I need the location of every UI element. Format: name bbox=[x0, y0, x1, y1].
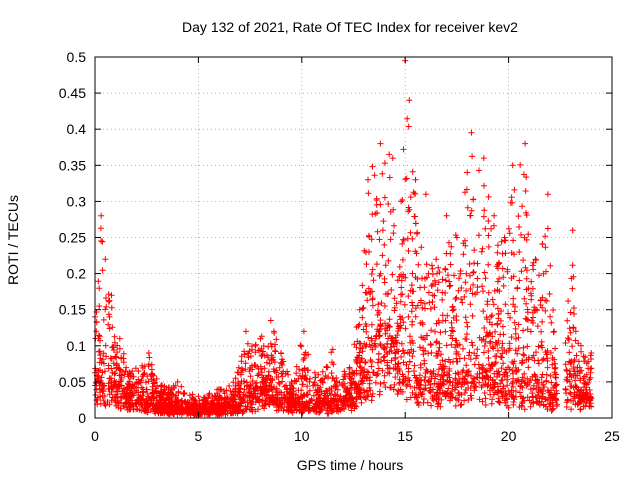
y-tick-label: 0.25 bbox=[59, 230, 86, 246]
y-tick-label: 0.45 bbox=[59, 85, 86, 101]
y-tick-label: 0.1 bbox=[67, 338, 87, 354]
y-tick-label: 0.15 bbox=[59, 302, 86, 318]
y-tick-label: 0.3 bbox=[67, 193, 87, 209]
data-points bbox=[92, 57, 595, 419]
x-tick-label: 25 bbox=[604, 428, 620, 444]
x-axis-label: GPS time / hours bbox=[297, 457, 404, 473]
roti-point-markers bbox=[92, 57, 595, 419]
y-tick-label: 0.4 bbox=[67, 121, 87, 137]
x-tick-label: 20 bbox=[501, 428, 517, 444]
y-tick-label: 0.05 bbox=[59, 374, 86, 390]
axis-ticks: 0 0.05 0.1 0.15 0.2 0.25 0.3 0.35 0.4 0.45 0.5 0 5 10… bbox=[59, 49, 620, 444]
y-tick-label: 0.2 bbox=[67, 266, 87, 282]
x-tick-label: 0 bbox=[91, 428, 99, 444]
y-tick-label: 0 bbox=[78, 410, 86, 426]
chart-title: Day 132 of 2021, Rate Of TEC Index for r… bbox=[182, 19, 518, 35]
x-tick-label: 5 bbox=[195, 428, 203, 444]
y-tick-label: 0.35 bbox=[59, 157, 86, 173]
plot-frame bbox=[94, 56, 613, 419]
grid-lines bbox=[95, 57, 612, 418]
y-axis-label: ROTI / TECUs bbox=[5, 195, 21, 285]
y-tick-label: 0.5 bbox=[67, 49, 87, 65]
x-tick-label: 10 bbox=[294, 428, 310, 444]
x-tick-label: 15 bbox=[397, 428, 413, 444]
